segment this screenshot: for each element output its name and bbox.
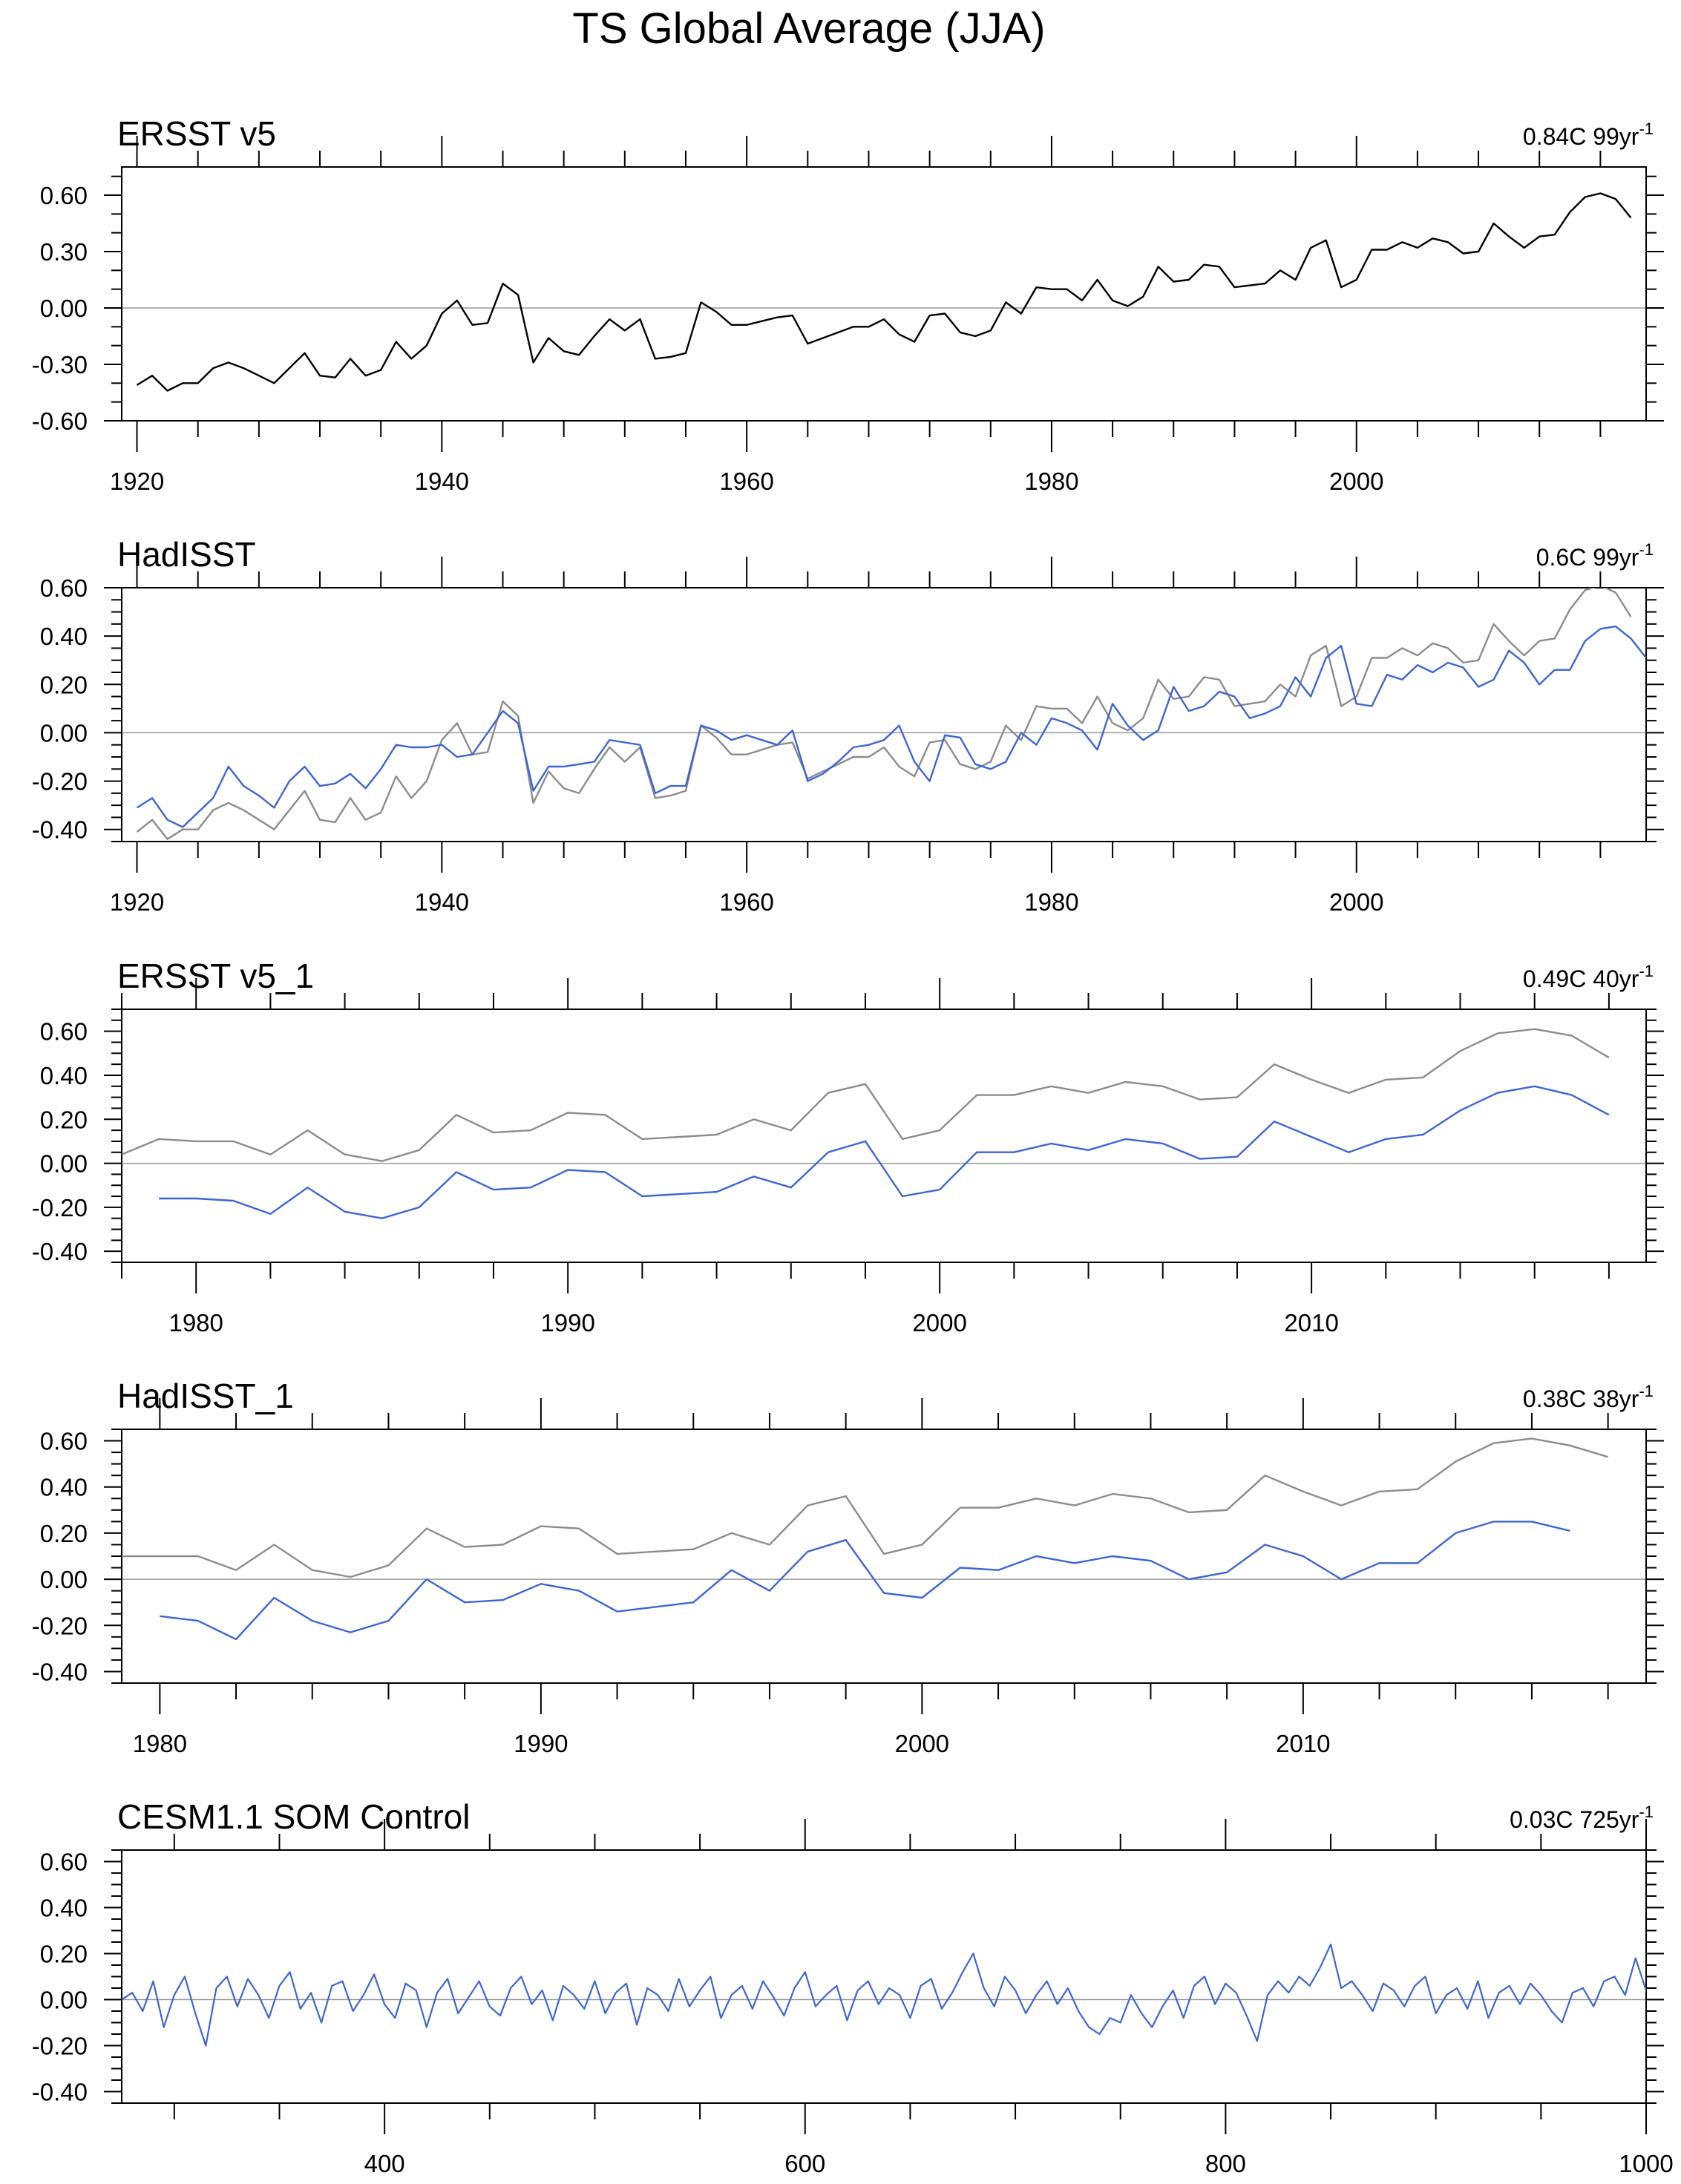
y-tick-label: 0.20 bbox=[40, 671, 88, 698]
x-tick-label: 1000 bbox=[1619, 2150, 1673, 2177]
series-line-obs bbox=[136, 192, 1632, 392]
series-line-model bbox=[160, 1521, 1570, 1641]
trend-value: 0.38C 38yr bbox=[1523, 1386, 1639, 1412]
trend-label: 0.6C 99yr-1 bbox=[1536, 540, 1654, 571]
y-tick-label: -0.20 bbox=[32, 2033, 88, 2060]
trend-value: 0.6C 99yr bbox=[1536, 544, 1639, 571]
x-tick-label: 2000 bbox=[1329, 888, 1383, 916]
trend-exponent: -1 bbox=[1639, 119, 1654, 138]
x-tick-label: 1920 bbox=[110, 888, 164, 916]
y-tick-label: 0.40 bbox=[40, 1474, 88, 1501]
panel-5: CESM1.1 SOM Control 0.03C 725yr-1 400 600 80… bbox=[32, 1797, 1674, 2177]
panel-title: ERSST v5 bbox=[117, 114, 276, 153]
y-tick-label: 0.30 bbox=[40, 238, 88, 266]
y-tick-label: 0.60 bbox=[40, 574, 88, 602]
x-tick-label: 1980 bbox=[133, 1730, 187, 1757]
panel-1: ERSST v5 0.84C 99yr-1 1920 1940 1960 1980 2000… bbox=[32, 114, 1664, 495]
x-tick-label: 400 bbox=[364, 2150, 405, 2177]
plot-frame bbox=[121, 1009, 1647, 1263]
panel-title: HadISST_1 bbox=[117, 1377, 294, 1415]
plot-frame bbox=[121, 166, 1647, 422]
plot-frame bbox=[121, 1849, 1647, 2104]
x-tick-label: 2000 bbox=[912, 1309, 966, 1337]
panel-title: HadISST bbox=[117, 535, 256, 574]
x-tick-label: 1960 bbox=[719, 468, 773, 495]
x-tick-label: 1990 bbox=[540, 1309, 594, 1337]
trend-label: 0.03C 725yr-1 bbox=[1510, 1803, 1654, 1833]
x-tick-label: 600 bbox=[784, 2150, 825, 2177]
series-line-model bbox=[159, 1085, 1610, 1219]
y-tick-label: 0.40 bbox=[40, 623, 88, 650]
x-tick-label: 2000 bbox=[1329, 468, 1383, 495]
y-tick-label: -0.40 bbox=[32, 1238, 88, 1265]
x-tick-label: 2000 bbox=[895, 1730, 949, 1757]
series-line-model bbox=[122, 1944, 1646, 2047]
y-tick-label: -0.30 bbox=[32, 351, 88, 378]
x-tick-label: 1920 bbox=[110, 468, 164, 495]
series-line-ref bbox=[136, 588, 1632, 840]
y-tick-label: 0.20 bbox=[40, 1106, 88, 1133]
trend-label: 0.84C 99yr-1 bbox=[1523, 119, 1654, 150]
y-tick-label: 0.60 bbox=[40, 1018, 88, 1046]
y-tick-label: -0.20 bbox=[32, 1612, 88, 1639]
trend-exponent: -1 bbox=[1639, 1382, 1654, 1400]
trend-value: 0.03C 725yr bbox=[1510, 1806, 1639, 1833]
plot-frame bbox=[121, 587, 1647, 842]
x-tick-label: 1940 bbox=[415, 468, 469, 495]
series-line-ref bbox=[122, 1437, 1608, 1578]
y-tick-label: 0.00 bbox=[40, 1150, 88, 1178]
x-tick-label: 2010 bbox=[1284, 1309, 1338, 1337]
y-tick-label: 0.00 bbox=[40, 295, 88, 322]
x-tick-label: 1980 bbox=[1024, 468, 1078, 495]
y-tick-label: 0.00 bbox=[40, 1987, 88, 2014]
y-tick-label: 0.20 bbox=[40, 1520, 88, 1547]
series-line-model bbox=[136, 625, 1646, 828]
y-tick-label: 0.60 bbox=[40, 182, 88, 209]
y-tick-label: 0.40 bbox=[40, 1062, 88, 1089]
trend-exponent: -1 bbox=[1639, 1803, 1654, 1821]
x-tick-label: 2010 bbox=[1276, 1730, 1330, 1757]
y-tick-label: 0.60 bbox=[40, 1849, 88, 1876]
trend-value: 0.84C 99yr bbox=[1523, 123, 1639, 150]
panel-3: ERSST v5_1 0.49C 40yr-1 1980 1990 2000 2010 0.… bbox=[32, 957, 1664, 1337]
x-tick-label: 1980 bbox=[168, 1309, 223, 1337]
y-tick-label: 0.00 bbox=[40, 1566, 88, 1593]
x-tick-label: 1990 bbox=[514, 1730, 568, 1757]
y-tick-label: 0.60 bbox=[40, 1428, 88, 1455]
y-tick-label: -0.40 bbox=[32, 1658, 88, 1685]
trend-value: 0.49C 40yr bbox=[1523, 965, 1639, 992]
trend-exponent: -1 bbox=[1639, 962, 1654, 980]
trend-label: 0.49C 40yr-1 bbox=[1523, 962, 1654, 992]
series-line-ref bbox=[122, 1028, 1610, 1162]
y-tick-label: 0.20 bbox=[40, 1941, 88, 1968]
y-tick-label: -0.20 bbox=[32, 1194, 88, 1221]
x-tick-label: 1960 bbox=[719, 888, 773, 916]
panel-2: HadISST 0.6C 99yr-1 1920 1940 1960 1980 2000 0.… bbox=[32, 535, 1664, 916]
panel-title: CESM1.1 SOM Control bbox=[117, 1797, 470, 1836]
panel-4: HadISST_1 0.38C 38yr-1 1980 1990 2000 2010 0.6… bbox=[32, 1377, 1664, 1757]
figure-title: TS Global Average (JJA) bbox=[572, 4, 1045, 53]
y-tick-label: 0.40 bbox=[40, 1895, 88, 1922]
x-tick-label: 1980 bbox=[1024, 888, 1078, 916]
x-tick-label: 800 bbox=[1205, 2150, 1246, 2177]
y-tick-label: -0.40 bbox=[32, 816, 88, 844]
y-tick-label: -0.20 bbox=[32, 768, 88, 796]
x-tick-label: 1940 bbox=[415, 888, 469, 916]
y-tick-label: 0.00 bbox=[40, 719, 88, 747]
y-tick-label: -0.40 bbox=[32, 2079, 88, 2106]
y-tick-label: -0.60 bbox=[32, 407, 88, 435]
trend-label: 0.38C 38yr-1 bbox=[1523, 1382, 1654, 1412]
trend-exponent: -1 bbox=[1639, 540, 1654, 559]
panel-title: ERSST v5_1 bbox=[117, 957, 314, 995]
plot-frame bbox=[121, 1429, 1647, 1684]
